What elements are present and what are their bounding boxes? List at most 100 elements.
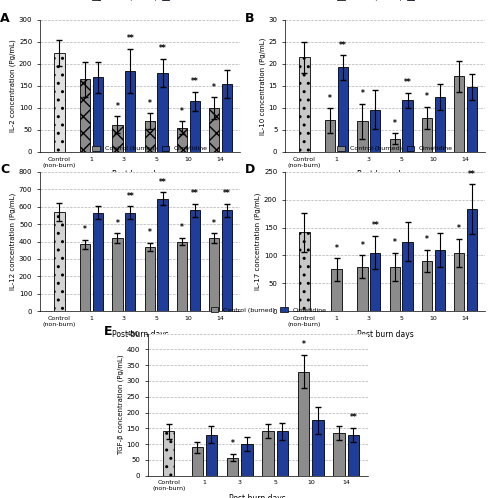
Bar	[370, 252, 380, 311]
Bar	[222, 210, 232, 311]
Bar	[348, 435, 359, 476]
X-axis label: Post burn days: Post burn days	[229, 494, 286, 498]
Text: **: **	[191, 77, 198, 86]
Text: *: *	[392, 238, 396, 247]
Bar	[209, 108, 220, 152]
Bar	[358, 266, 368, 311]
Bar	[276, 431, 288, 476]
Bar	[262, 431, 274, 476]
Bar	[158, 73, 168, 152]
Text: *: *	[425, 92, 429, 101]
Bar	[358, 121, 368, 152]
Text: **: **	[350, 413, 357, 422]
Bar	[434, 97, 445, 152]
Bar	[332, 269, 342, 311]
Bar	[370, 110, 380, 152]
Text: **: **	[191, 189, 198, 198]
Bar	[222, 84, 232, 152]
Text: B: B	[245, 12, 254, 25]
Bar	[325, 120, 336, 152]
Y-axis label: IL-2 concentration (Pg/mL): IL-2 concentration (Pg/mL)	[10, 39, 16, 132]
Text: *: *	[458, 224, 461, 233]
X-axis label: Post burn days: Post burn days	[356, 170, 414, 179]
Text: *: *	[116, 102, 119, 111]
Bar	[163, 431, 174, 476]
Bar	[144, 247, 155, 311]
Text: *: *	[180, 223, 184, 232]
Bar	[112, 124, 122, 152]
Text: **: **	[468, 169, 476, 178]
Text: A: A	[0, 12, 10, 25]
Bar	[299, 232, 310, 311]
Bar	[227, 458, 238, 476]
Bar	[209, 238, 220, 311]
Bar	[54, 53, 64, 152]
Bar	[177, 242, 187, 311]
X-axis label: Post burn days: Post burn days	[356, 330, 414, 339]
Bar	[390, 139, 400, 152]
Legend: Control (burned), Cimetidine: Control (burned), Cimetidine	[91, 0, 210, 2]
Legend: Control (burned), Cimetidine: Control (burned), Cimetidine	[209, 306, 328, 314]
Text: *: *	[148, 99, 152, 108]
Bar	[190, 210, 200, 311]
Bar	[402, 242, 412, 311]
Text: *: *	[83, 225, 87, 234]
Text: C: C	[0, 163, 9, 176]
Bar	[434, 250, 445, 311]
Text: *: *	[328, 94, 332, 103]
Legend: Control (burned), Cimetidine: Control (burned), Cimetidine	[91, 144, 210, 152]
Text: *: *	[116, 219, 119, 228]
Bar	[390, 266, 400, 311]
Bar	[158, 199, 168, 311]
Text: *: *	[230, 439, 234, 448]
Bar	[422, 261, 432, 311]
Text: **: **	[126, 34, 134, 43]
X-axis label: Post burn days: Post burn days	[112, 330, 168, 339]
Bar	[312, 420, 324, 476]
Bar	[80, 244, 90, 311]
Text: *: *	[212, 219, 216, 228]
Bar	[112, 238, 122, 311]
Bar	[125, 71, 136, 152]
Bar	[338, 67, 348, 152]
Text: **: **	[223, 189, 231, 198]
Bar	[298, 372, 310, 476]
Bar	[54, 212, 64, 311]
Bar	[467, 209, 477, 311]
Bar	[454, 252, 464, 311]
Bar	[80, 79, 90, 152]
Text: **: **	[372, 222, 379, 231]
Text: *: *	[360, 89, 364, 98]
Bar	[241, 444, 252, 476]
Text: **: **	[158, 178, 166, 187]
Y-axis label: IL-17 concentration (Pg/mL): IL-17 concentration (Pg/mL)	[254, 193, 261, 290]
Bar	[192, 447, 203, 476]
Bar	[144, 121, 155, 152]
Bar	[206, 435, 217, 476]
Text: *: *	[360, 241, 364, 250]
Text: *: *	[302, 341, 306, 350]
Y-axis label: TGF-β concentration (Pg/mL): TGF-β concentration (Pg/mL)	[117, 354, 123, 455]
Bar	[334, 433, 345, 476]
Text: **: **	[404, 78, 411, 87]
Bar	[125, 213, 136, 311]
Text: *: *	[148, 229, 152, 238]
Bar	[93, 77, 103, 152]
Text: *: *	[392, 119, 396, 128]
Text: **: **	[126, 192, 134, 201]
Bar	[454, 76, 464, 152]
Bar	[93, 213, 103, 311]
Y-axis label: IL-10 concentration (Pg/mL): IL-10 concentration (Pg/mL)	[259, 37, 266, 134]
Text: *: *	[334, 244, 338, 252]
Legend: Control (burned), Cimetidine: Control (burned), Cimetidine	[336, 0, 454, 2]
Text: **: **	[339, 41, 347, 50]
Text: *: *	[212, 83, 216, 92]
Bar	[467, 87, 477, 152]
Text: D: D	[245, 163, 256, 176]
Text: E: E	[104, 325, 112, 338]
X-axis label: Post burn days: Post burn days	[112, 170, 168, 179]
Text: **: **	[158, 44, 166, 53]
Text: *: *	[425, 236, 429, 245]
Text: *: *	[180, 107, 184, 116]
Bar	[422, 118, 432, 152]
